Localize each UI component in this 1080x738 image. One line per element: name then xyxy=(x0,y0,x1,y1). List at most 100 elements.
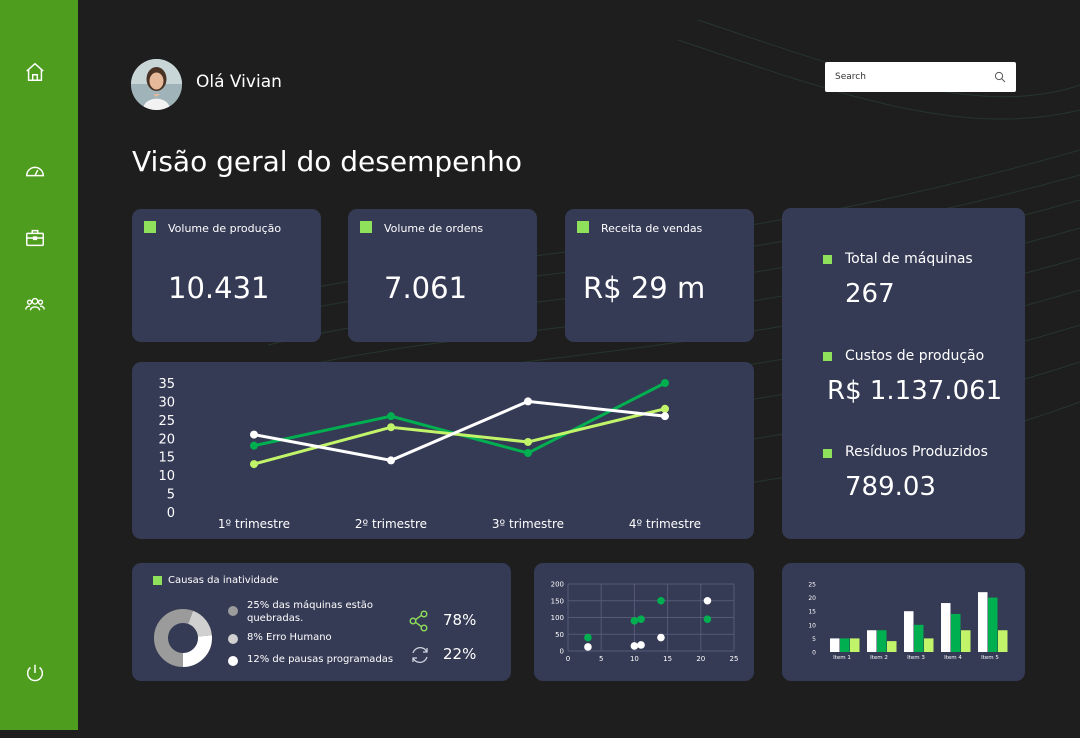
scatter-chart-card: 0 5 10 15 20 25 0 50 100 150 200 xyxy=(534,563,754,681)
legend-dot xyxy=(228,606,238,616)
y-tick-label: 25 xyxy=(158,414,175,429)
data-point xyxy=(250,460,258,469)
y-tick-label: 30 xyxy=(158,395,175,410)
scatter-chart: 0 5 10 15 20 25 0 50 100 150 200 xyxy=(551,581,739,664)
inactivity-marker xyxy=(153,576,162,585)
scatter-point xyxy=(630,642,639,650)
y-tick-label: 20 xyxy=(808,595,816,602)
x-tick-label: 5 xyxy=(599,655,603,663)
x-tick-label: 2º trimestre xyxy=(355,517,427,531)
data-point xyxy=(387,412,395,421)
y-tick-label: 150 xyxy=(551,597,564,605)
y-tick-label: 10 xyxy=(158,469,175,484)
bar xyxy=(924,638,934,652)
x-tick-label: 20 xyxy=(696,655,705,663)
search-input[interactable] xyxy=(835,72,994,82)
scatter-point xyxy=(657,633,665,642)
bar xyxy=(914,624,924,652)
scatter-point xyxy=(584,643,592,651)
x-tick-label: Item 1 xyxy=(833,655,851,661)
scatter-point xyxy=(703,615,712,623)
data-point xyxy=(250,430,258,439)
data-point xyxy=(524,437,532,446)
series-line xyxy=(253,399,666,462)
kpi-value: 10.431 xyxy=(168,271,270,305)
kpi-label: Volume de produção xyxy=(168,222,282,235)
data-point xyxy=(661,412,669,421)
kpi-card-revenue: Receita de vendas R$ 29 m xyxy=(565,209,754,342)
share-icon xyxy=(409,610,428,632)
y-tick-label: 200 xyxy=(551,581,564,589)
scatter-point xyxy=(703,596,712,605)
legend-dot xyxy=(228,656,238,666)
page-title: Visão geral do desempenho xyxy=(132,145,522,178)
y-tick-label: 100 xyxy=(551,614,564,622)
scatter-point xyxy=(637,615,645,623)
greeting: Olá Vivian xyxy=(196,72,282,92)
kpi-label: Receita de vendas xyxy=(601,222,703,235)
bar xyxy=(904,611,914,652)
x-tick-label: 25 xyxy=(730,655,739,663)
legend-dot xyxy=(228,634,238,644)
y-tick-label: 20 xyxy=(158,432,175,447)
kpi-card-orders: Volume de ordens 7.061 xyxy=(348,209,537,342)
stat-value: 789.03 xyxy=(845,472,936,502)
kpi-marker xyxy=(144,221,156,233)
legend-text: 12% de pausas programadas xyxy=(247,654,394,665)
avatar[interactable] xyxy=(131,59,182,110)
search-icon[interactable] xyxy=(994,71,1006,83)
data-point xyxy=(387,423,395,432)
bar xyxy=(988,597,998,652)
stat-value: 267 xyxy=(845,279,895,309)
stat-label: Custos de produção xyxy=(845,348,985,364)
scatter-point xyxy=(637,641,645,649)
users-icon[interactable] xyxy=(23,292,47,316)
series-line xyxy=(253,407,666,466)
line-chart-card: 0 5 10 15 20 25 30 35 1º trimestre 2º trimestre 3º… xyxy=(132,362,754,539)
stats-card: Total de máquinas 267 Custos de produção… xyxy=(782,208,1025,539)
y-tick-label: 15 xyxy=(158,451,175,466)
x-tick-label: 1º trimestre xyxy=(218,517,290,531)
stat-marker xyxy=(823,352,832,361)
sidebar xyxy=(0,0,78,730)
legend-text: 25% das máquinas estão quebradas. xyxy=(247,600,373,624)
y-tick-label: 0 xyxy=(560,648,564,656)
series-line xyxy=(253,381,666,455)
briefcase-icon[interactable] xyxy=(23,226,47,250)
x-tick-label: 10 xyxy=(630,655,639,663)
bar xyxy=(951,613,961,652)
kpi-value: R$ 29 m xyxy=(583,271,706,305)
y-tick-label: 5 xyxy=(167,488,175,503)
x-tick-label: 15 xyxy=(663,655,672,663)
y-tick-label: 50 xyxy=(555,631,564,639)
bar xyxy=(887,641,897,652)
kpi-value: 7.061 xyxy=(384,271,468,305)
stat-value: R$ 1.137.061 xyxy=(827,376,1003,406)
scatter-point xyxy=(584,633,592,642)
inactivity-donut-chart xyxy=(154,609,212,667)
data-point xyxy=(387,456,395,465)
x-tick-label: Item 2 xyxy=(870,655,888,661)
bar xyxy=(830,638,840,652)
scatter-point xyxy=(657,596,665,605)
bar xyxy=(877,630,887,652)
x-tick-label: Item 5 xyxy=(981,655,999,661)
dashboard-gauge-icon[interactable] xyxy=(23,159,47,183)
bar xyxy=(867,630,877,652)
data-point xyxy=(524,449,532,458)
data-point xyxy=(524,397,532,406)
data-point xyxy=(661,404,669,413)
power-icon[interactable] xyxy=(23,661,47,685)
home-icon[interactable] xyxy=(23,60,47,84)
legend-text: 8% Erro Humano xyxy=(247,632,332,643)
bar-chart: 0 5 10 15 20 25 Item 1 Item 2 Item 3 Item 4 Item 5 xyxy=(808,582,1008,661)
stat-marker xyxy=(823,255,832,264)
y-tick-label: 0 xyxy=(167,506,175,521)
y-tick-label: 5 xyxy=(812,636,816,643)
x-tick-label: Item 4 xyxy=(944,655,962,661)
stat-label: Resíduos Produzidos xyxy=(845,444,988,460)
data-point xyxy=(661,379,669,387)
inactivity-card: Causas da inatividade 25% das máquinas e… xyxy=(132,563,511,681)
search-box[interactable] xyxy=(825,62,1016,92)
line-chart: 0 5 10 15 20 25 30 35 1º trimestre 2º trimestre 3º… xyxy=(158,377,701,531)
